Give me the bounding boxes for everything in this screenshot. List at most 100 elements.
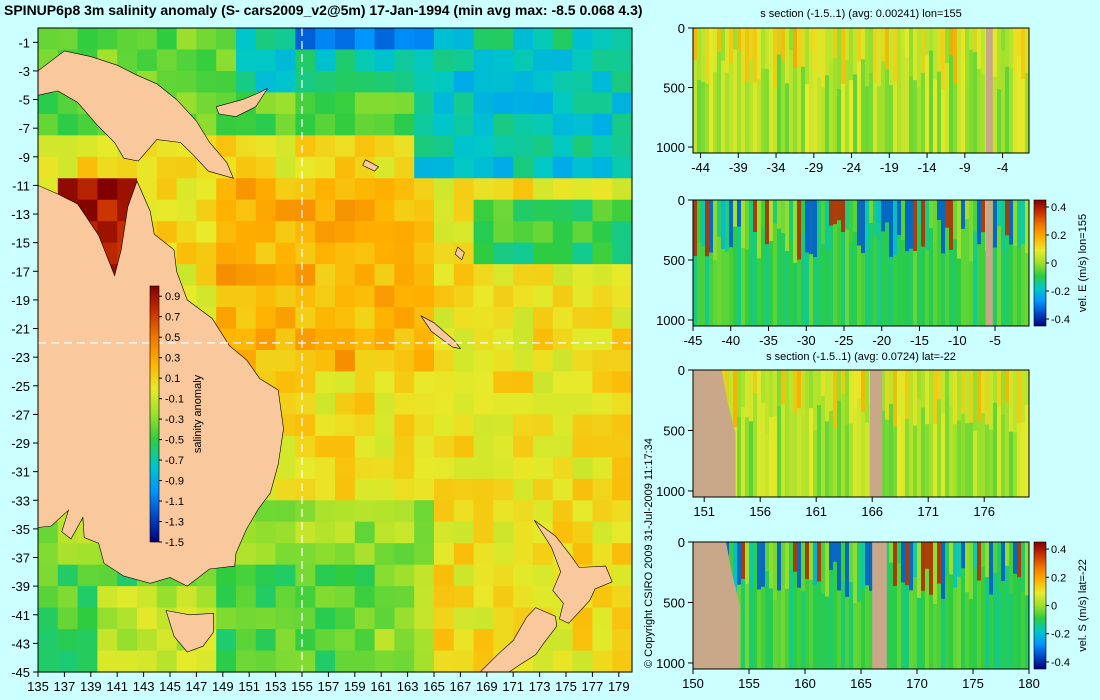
section-surface <box>805 28 810 85</box>
map-cell <box>513 113 534 136</box>
section-surface <box>849 370 854 424</box>
section-column <box>1021 542 1026 669</box>
section-column <box>865 200 870 326</box>
x-tick-label: 167 <box>450 679 472 694</box>
map-cell <box>552 457 574 480</box>
map-cell <box>38 586 59 609</box>
vel-e-section-lon155[interactable]: 0 500 1000 -45 -40 -35 -30 -25 -20 -15 -10 -5 0.4 0.2… <box>656 193 1089 348</box>
section-surface <box>881 370 886 411</box>
section-surface <box>885 542 890 595</box>
s-section-lon155[interactable]: 0 500 1000 -44 -39 -34 -29 -24 -19 -14 -9 -4 s secti… <box>656 8 1030 175</box>
map-cell <box>612 49 633 72</box>
section-surface <box>1021 542 1026 592</box>
section-column <box>905 542 910 669</box>
map-cell <box>216 285 237 308</box>
map-cell <box>473 70 494 93</box>
map-cell <box>533 435 554 458</box>
section-surface <box>981 542 986 567</box>
map-cell <box>473 392 494 415</box>
section-column <box>913 370 918 497</box>
section-column <box>809 200 814 326</box>
map-cell <box>117 49 138 72</box>
section-surface <box>897 370 902 417</box>
section-column <box>929 200 934 326</box>
map-cell <box>493 307 514 330</box>
section-column <box>961 200 966 326</box>
map-cell <box>493 28 514 51</box>
section-column <box>753 542 758 669</box>
map-cell <box>552 285 574 308</box>
section-surface <box>861 200 866 254</box>
section-column <box>821 542 826 669</box>
section-column <box>949 200 954 326</box>
velocity-colorbar-tick-label: 0.4 <box>1051 544 1066 556</box>
map-cell <box>414 500 435 523</box>
map-cell <box>414 371 435 394</box>
map-cell <box>275 156 296 179</box>
map-cell <box>394 156 415 179</box>
map-cell <box>97 650 118 673</box>
map-cell <box>295 414 316 437</box>
section-x-tick-label: 165 <box>850 676 872 691</box>
section-surface <box>897 200 902 235</box>
map-cell <box>612 113 633 136</box>
section-surface <box>709 28 714 60</box>
x-tick-label: 153 <box>265 679 287 694</box>
s-section-lat-22[interactable]: 0 500 1000 151 156 161 166 171 176 s section (-1.… <box>656 351 1030 519</box>
section-column <box>993 28 998 153</box>
map-cell <box>315 113 336 136</box>
map-cell <box>533 478 554 501</box>
section-land <box>693 370 736 497</box>
section-surface <box>973 200 978 232</box>
x-tick-label: 141 <box>106 679 128 694</box>
map-cell <box>335 135 356 158</box>
section-surface <box>749 370 754 422</box>
section-column <box>777 370 782 497</box>
section-title: s section (-1.5..1) (avg: 0.0724) lat=-2… <box>766 351 956 363</box>
map-cell <box>533 199 554 222</box>
map-cell <box>295 113 316 136</box>
section-surface <box>929 200 934 229</box>
section-surface <box>853 542 858 604</box>
section-frame <box>692 27 1030 154</box>
section-column <box>941 542 946 669</box>
map-cell <box>374 478 395 501</box>
section-x-tick-label: -20 <box>872 333 891 348</box>
map-cell <box>513 135 534 158</box>
section-column <box>797 200 802 326</box>
map-cell <box>572 135 593 158</box>
map-cell <box>335 500 356 523</box>
map-cell <box>38 650 59 673</box>
map-cell <box>513 521 534 544</box>
map-cell <box>552 178 574 201</box>
section-surface <box>725 28 730 73</box>
map-cell <box>394 650 415 673</box>
section-column <box>781 542 786 669</box>
section-surface <box>849 28 854 81</box>
section-column <box>941 370 946 497</box>
section-column <box>761 370 766 497</box>
section-column <box>1005 28 1010 153</box>
vel-s-section-lat-22[interactable]: 0 500 1000 150 155 160 165 170 175 180 0.4 0.2 0 -0.2… <box>656 535 1089 691</box>
map-cell <box>236 221 257 244</box>
section-column <box>881 370 886 497</box>
section-column <box>901 370 906 497</box>
map-cell <box>592 242 613 265</box>
section-column <box>889 542 894 669</box>
map-cell <box>473 221 494 244</box>
map-cell <box>434 199 455 222</box>
map-cell <box>295 242 316 265</box>
section-surface <box>745 370 750 418</box>
map-cell <box>374 242 395 265</box>
section-column <box>893 28 898 153</box>
section-surface <box>857 370 862 399</box>
section-column <box>813 200 818 326</box>
section-surface <box>969 28 974 50</box>
section-column <box>741 200 746 326</box>
map-cell <box>533 328 554 351</box>
salinity-map[interactable]: 135 137 139 141 143 145 147 149 151 153 155 157 159 1… <box>11 27 633 694</box>
map-cell <box>533 564 554 587</box>
map-cell <box>354 135 376 158</box>
map-cell <box>374 500 395 523</box>
map-cell <box>453 607 475 630</box>
